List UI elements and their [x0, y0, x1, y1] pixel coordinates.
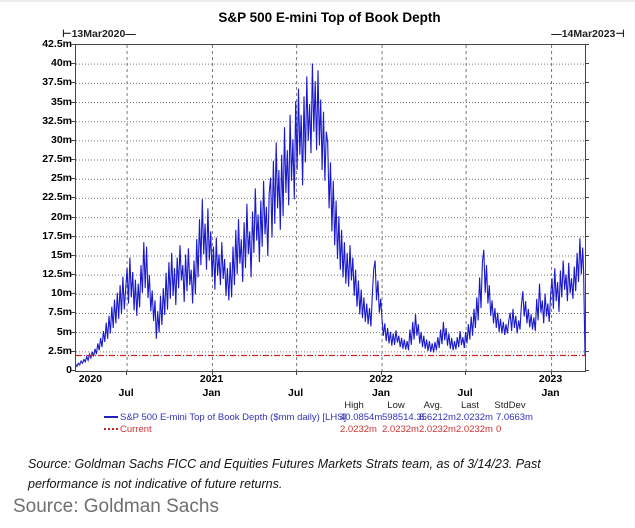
- current-low-value: 2.0232m: [382, 424, 419, 435]
- depth-high-value: 40.0854m: [340, 412, 383, 423]
- y-tick-label: 5m: [56, 325, 72, 338]
- chart-footnote: Source: Goldman Sachs FICC and Equities …: [28, 457, 541, 491]
- y-tick-label: 25m: [50, 172, 72, 185]
- y-tick-label: 32.5m: [42, 114, 72, 127]
- depth-stddev-value: 7.0663m: [496, 412, 533, 423]
- plot-area: [75, 44, 586, 372]
- legend-col-high: High: [344, 400, 364, 411]
- legend-row-current: Current: [104, 424, 152, 435]
- y-tick-label: 10m: [50, 287, 72, 300]
- legend-row-depth: S&P 500 E-mini Top of Book Depth ($mm da…: [104, 412, 346, 423]
- x-tick-month-label: Jul: [457, 387, 473, 399]
- x-tick-year-label: 2023: [538, 373, 563, 385]
- legend-col-last: Last: [461, 400, 479, 411]
- current-high-value: 2.0232m: [340, 424, 377, 435]
- x-tick-month-label: Jan: [541, 387, 560, 399]
- depth-low-value: 598514.35: [382, 412, 427, 423]
- y-tick-label: 40m: [50, 57, 72, 70]
- x-tick-year-label: 2020: [78, 373, 103, 385]
- legend-col-avg: Avg.: [423, 400, 443, 411]
- current-series-swatch-icon: [104, 428, 118, 431]
- x-tick-month-label: Jul: [288, 387, 304, 399]
- x-tick-year-label: 2021: [199, 373, 224, 385]
- y-tick-label: 37.5m: [42, 76, 72, 89]
- y-tick-label: 30m: [50, 133, 72, 146]
- current-stddev-value: 0: [496, 424, 502, 435]
- y-tick-label: 0: [66, 364, 72, 376]
- y-tick-label: 35m: [50, 95, 72, 108]
- legend-col-stddev: StdDev: [494, 400, 526, 411]
- date-range-end-label: —14Mar2023⊣: [551, 28, 625, 40]
- x-tick-month-label: Jan: [202, 387, 221, 399]
- line-chart-svg: [76, 45, 585, 371]
- y-tick-label: 2.5m: [48, 344, 72, 357]
- date-range-start-label: ⊢13Mar2020—: [62, 28, 136, 40]
- x-tick-year-label: 2022: [369, 373, 393, 385]
- current-last-value: 2.0232m: [456, 424, 493, 435]
- page-source-text: Source: Goldman Sachs: [13, 496, 219, 517]
- x-tick-month-label: Jul: [118, 387, 134, 399]
- chart-title: S&P 500 E-mini Top of Book Depth: [218, 10, 441, 25]
- y-tick-label: 7.5m: [48, 306, 72, 319]
- current-avg-value: 2.0232m: [419, 424, 456, 435]
- y-tick-label: 12.5m: [42, 268, 72, 281]
- y-tick-label: 15m: [50, 248, 72, 261]
- y-tick-label: 42.5m: [42, 38, 72, 50]
- y-tick-label: 27.5m: [42, 153, 72, 166]
- x-tick-month-label: Jan: [372, 387, 391, 399]
- depth-series-label: S&P 500 E-mini Top of Book Depth ($mm da…: [120, 412, 347, 423]
- depth-series-swatch-icon: [104, 416, 118, 419]
- legend-col-low: Low: [387, 400, 405, 411]
- depth-avg-value: 8.6212m: [419, 412, 456, 423]
- y-tick-label: 17.5m: [42, 229, 72, 242]
- y-tick-label: 20m: [50, 210, 72, 223]
- y-tick-label: 22.5m: [42, 191, 72, 204]
- depth-last-value: 2.0232m: [456, 412, 493, 423]
- current-series-label: Current: [120, 424, 152, 435]
